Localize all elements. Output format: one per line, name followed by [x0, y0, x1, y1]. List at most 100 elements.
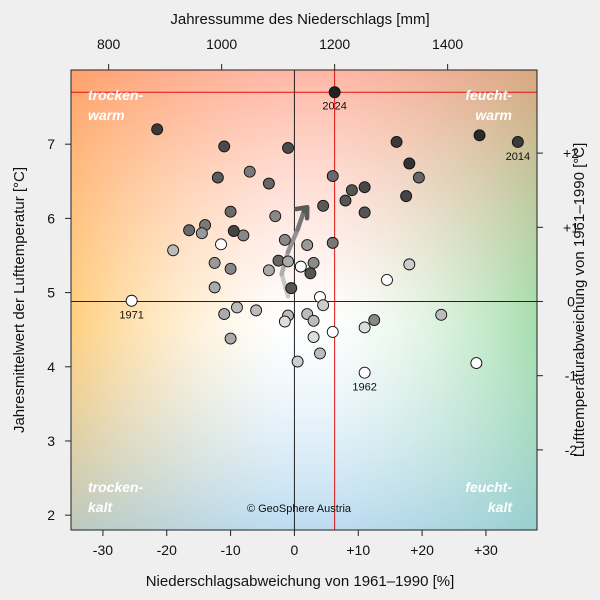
point-year-label: 1962	[352, 382, 376, 394]
data-point	[294, 260, 307, 273]
y-right-tick-label: 0	[567, 293, 575, 309]
data-point	[470, 357, 483, 370]
data-point	[403, 258, 416, 271]
copyright-notice: © GeoSphere Austria	[247, 503, 352, 515]
y-left-tick-label: 3	[47, 433, 55, 449]
data-point	[237, 229, 250, 242]
data-point	[339, 194, 352, 207]
y-left-tick-label: 6	[47, 210, 55, 226]
x-top-tick-label: 1000	[206, 36, 237, 52]
y-right-tick-label: +2	[563, 145, 579, 161]
data-point	[403, 157, 416, 170]
y-right-tick-label: -1	[565, 368, 578, 384]
data-point	[511, 136, 524, 148]
x-bottom-tick-label: 0	[291, 542, 299, 558]
x-top-tick-label: 1200	[319, 36, 350, 52]
x-axis-title-top: Jahressumme des Niederschlags [mm]	[170, 11, 429, 28]
corner-top-right-line1: feucht-	[465, 87, 512, 103]
data-point	[412, 171, 425, 184]
x-bottom-tick-label: +20	[410, 542, 434, 558]
data-point	[358, 181, 371, 194]
data-point	[231, 301, 243, 314]
data-point	[317, 199, 330, 212]
data-point	[278, 233, 291, 246]
data-point	[368, 314, 381, 326]
data-point	[282, 141, 294, 154]
data-point	[345, 184, 358, 197]
data-point	[224, 205, 237, 218]
x-top-tick-label: 1400	[432, 36, 463, 52]
y-left-tick-label: 4	[47, 359, 55, 375]
data-point	[358, 206, 371, 219]
x-top-tick-label: 800	[97, 36, 121, 52]
data-point	[167, 244, 180, 257]
y-left-tick-label: 7	[47, 136, 55, 152]
data-point	[151, 123, 164, 136]
trend-segment	[279, 271, 291, 299]
data-point	[195, 227, 208, 240]
plot-frame	[70, 69, 538, 531]
data-point	[326, 236, 339, 249]
x-bottom-tick-label: +30	[474, 542, 498, 558]
data-point	[307, 256, 320, 269]
data-point	[224, 332, 237, 345]
data-point	[125, 294, 138, 307]
corner-bottom-left-line2: kalt	[88, 499, 113, 515]
plot-background	[71, 70, 537, 530]
corner-bottom-left-line1: trocken-	[88, 479, 144, 495]
data-point	[314, 347, 326, 360]
x-bottom-tick-label: -10	[220, 542, 240, 558]
data-point	[307, 331, 320, 344]
trend-segment	[285, 227, 300, 255]
x-bottom-tick-label: -20	[157, 542, 177, 558]
data-point	[218, 308, 231, 321]
data-point	[224, 262, 237, 275]
data-point	[211, 171, 224, 184]
y-right-tick-label: -2	[565, 442, 578, 458]
data-point	[285, 282, 298, 295]
trend-arrowhead	[294, 205, 310, 221]
point-year-label: 2014	[506, 151, 530, 163]
y-left-tick-label: 2	[47, 507, 55, 523]
data-point	[227, 225, 240, 237]
point-year-label: 1971	[119, 310, 143, 322]
corner-bottom-right-line2: kalt	[488, 499, 513, 515]
y-right-tick-label: +1	[563, 219, 579, 235]
data-point	[262, 264, 275, 277]
data-point	[278, 315, 291, 328]
data-point	[326, 170, 339, 183]
data-point	[358, 366, 371, 379]
corner-top-right-line2: warm	[475, 107, 512, 123]
x-bottom-tick-label: +10	[346, 542, 370, 558]
data-point	[390, 136, 403, 148]
data-point	[262, 177, 275, 190]
data-point	[208, 256, 221, 269]
trend-segment	[295, 208, 307, 232]
corner-top-left-line2: warm	[88, 107, 125, 123]
data-point	[473, 129, 486, 142]
data-point	[301, 239, 314, 252]
data-point	[243, 165, 256, 178]
data-point	[358, 321, 371, 334]
y-axis-title-right: Lufttemperaturabweichung von 1961–1990 […	[571, 143, 588, 458]
data-point	[208, 281, 221, 294]
data-point	[291, 355, 304, 368]
x-axis-title-bottom: Niederschlagsabweichung von 1961–1990 [%…	[146, 573, 455, 590]
corner-labels: trocken- warm feucht- warm trocken- kalt…	[88, 87, 513, 515]
highlight-point	[328, 86, 341, 99]
data-point	[269, 210, 282, 223]
y-axis-title-left: Jahresmittelwert der Lufttemperatur [°C]	[11, 167, 28, 433]
data-point	[435, 308, 448, 321]
data-point	[218, 140, 231, 153]
y-left-tick-label: 5	[47, 285, 55, 301]
data-point	[317, 299, 330, 312]
data-point	[326, 325, 339, 338]
data-point	[183, 224, 196, 237]
data-point	[250, 304, 263, 317]
data-point	[381, 274, 393, 286]
x-bottom-tick-label: -30	[93, 542, 113, 558]
data-point	[400, 190, 413, 203]
data-point	[282, 255, 294, 268]
corner-bottom-right-line1: feucht-	[465, 479, 512, 495]
